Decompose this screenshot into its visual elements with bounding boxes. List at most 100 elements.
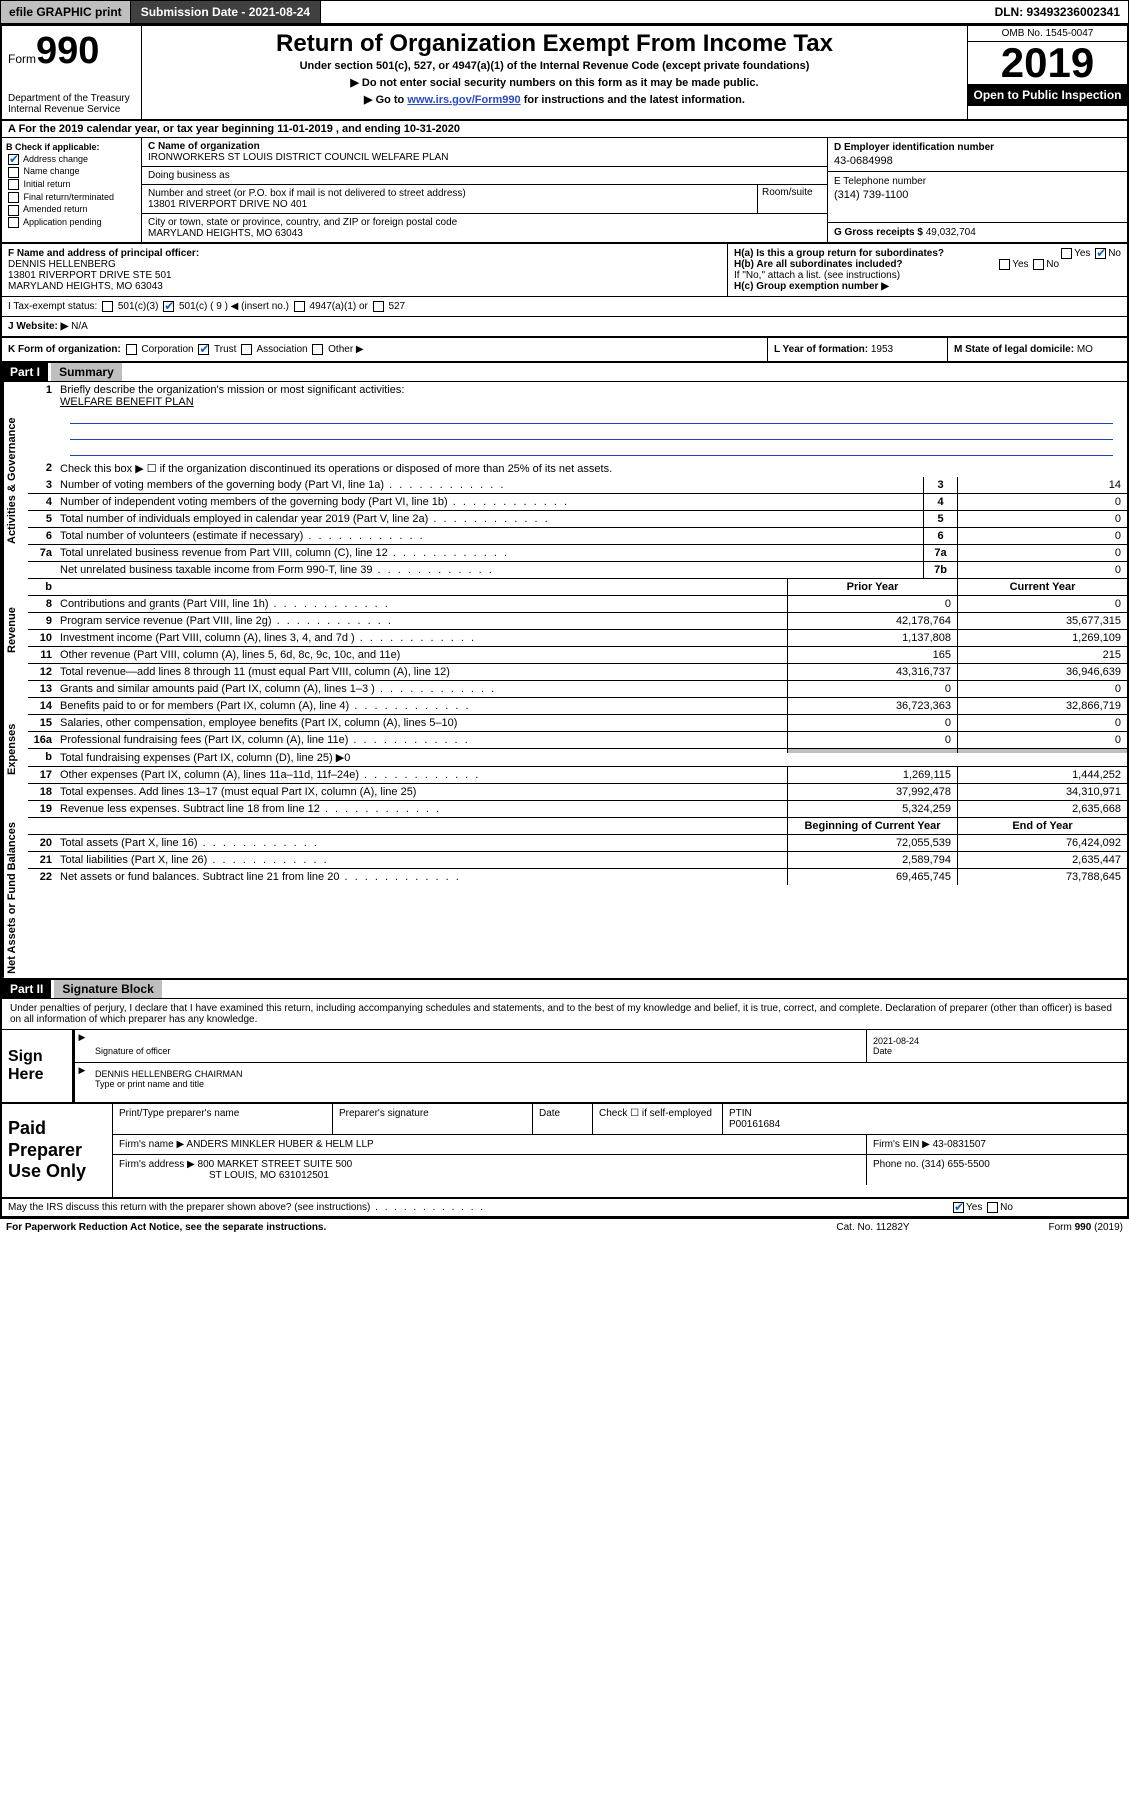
phone: (314) 739-1100: [834, 189, 1121, 201]
subtitle-1: Under section 501(c), 527, or 4947(a)(1)…: [152, 60, 957, 72]
l2-text: Check this box ▶ ☐ if the organization d…: [56, 460, 1127, 477]
i-4947[interactable]: 4947(a)(1) or: [310, 301, 368, 312]
line-a: A For the 2019 calendar year, or tax yea…: [2, 121, 1127, 138]
footer-cat: Cat. No. 11282Y: [783, 1222, 963, 1233]
l11-cy: 215: [957, 647, 1127, 663]
l13-py: 0: [787, 681, 957, 697]
ha-yes[interactable]: Yes: [1074, 248, 1090, 259]
row-m: M State of legal domicile: MO: [947, 338, 1127, 361]
footer-form: Form 990 (2019): [963, 1222, 1123, 1233]
form990-link[interactable]: www.irs.gov/Form990: [407, 94, 520, 106]
website: N/A: [71, 321, 88, 332]
officer-addr1: 13801 RIVERPORT DRIVE STE 501: [8, 270, 172, 281]
arrow-icon: ▶: [75, 1063, 89, 1095]
hb-no[interactable]: No: [1046, 259, 1059, 270]
arrow-icon: ▶: [75, 1030, 89, 1062]
ha-no[interactable]: No: [1108, 248, 1121, 259]
org-name: IRONWORKERS ST LOUIS DISTRICT COUNCIL WE…: [148, 152, 448, 163]
tab-netassets: Net Assets or Fund Balances: [2, 818, 28, 978]
room-suite-label: Room/suite: [757, 185, 827, 213]
dln: DLN: 93493236002341: [987, 1, 1128, 23]
hb-yes[interactable]: Yes: [1012, 259, 1028, 270]
firm-name: ANDERS MINKLER HUBER & HELM LLP: [186, 1139, 373, 1150]
l20-text: Total assets (Part X, line 16): [56, 835, 787, 851]
block-b-to-g: B Check if applicable: Address change Na…: [2, 138, 1127, 244]
chk-amended[interactable]: Amended return: [6, 204, 137, 216]
i-501c3[interactable]: 501(c)(3): [118, 301, 159, 312]
l16a-py: 0: [787, 732, 957, 748]
sign-here-label: Sign Here: [2, 1030, 72, 1102]
paid-preparer-row: Paid Preparer Use Only Print/Type prepar…: [2, 1104, 1127, 1199]
l8-py: 0: [787, 596, 957, 612]
form-title: Return of Organization Exempt From Incom…: [152, 30, 957, 58]
form-number: 990: [36, 30, 99, 72]
l7b-text: Net unrelated business taxable income fr…: [56, 562, 923, 578]
part2-hdr: Part II: [2, 980, 51, 998]
header-left: Form990 Department of the Treasury Inter…: [2, 26, 142, 119]
i-501c[interactable]: 501(c) ( 9 ) ◀ (insert no.): [179, 301, 289, 312]
l16a-cy: 0: [957, 732, 1127, 748]
row-l: L Year of formation: 1953: [767, 338, 947, 361]
dept-treasury: Department of the Treasury: [8, 93, 135, 104]
discuss-no[interactable]: No: [1000, 1202, 1013, 1213]
sig-name-label: Type or print name and title: [95, 1079, 204, 1089]
hb-note: If "No," attach a list. (see instruction…: [734, 270, 1121, 281]
discuss-yes[interactable]: Yes: [966, 1202, 982, 1213]
l4-text: Number of independent voting members of …: [56, 494, 923, 510]
l11-py: 165: [787, 647, 957, 663]
tax-year: 2019: [968, 42, 1127, 84]
firm-phone-label: Phone no.: [873, 1159, 919, 1170]
l15-py: 0: [787, 715, 957, 731]
header-right: OMB No. 1545-0047 2019 Open to Public In…: [967, 26, 1127, 119]
box-b-label: B Check if applicable:: [6, 142, 137, 154]
hdr-eoy: End of Year: [957, 818, 1127, 834]
box-f-label: F Name and address of principal officer:: [8, 248, 199, 259]
l9-text: Program service revenue (Part VIII, line…: [56, 613, 787, 629]
chk-address[interactable]: Address change: [6, 154, 137, 166]
subtitle-3: ▶ Go to www.irs.gov/Form990 for instruct…: [152, 93, 957, 106]
l20-py: 72,055,539: [787, 835, 957, 851]
l5-val: 0: [957, 511, 1127, 527]
pp-check-label[interactable]: Check ☐ if self-employed: [593, 1104, 723, 1134]
l3-text: Number of voting members of the governin…: [56, 477, 923, 493]
l19-text: Revenue less expenses. Subtract line 18 …: [56, 801, 787, 817]
firm-phone: (314) 655-5500: [921, 1159, 989, 1170]
l17-text: Other expenses (Part IX, column (A), lin…: [56, 767, 787, 783]
row-i: I Tax-exempt status: 501(c)(3) 501(c) ( …: [2, 297, 1127, 317]
i-527[interactable]: 527: [388, 301, 405, 312]
box-deg: D Employer identification number 43-0684…: [827, 138, 1127, 242]
tab-expenses: Expenses: [2, 681, 28, 818]
row-klm: K Form of organization: Corporation Trus…: [2, 338, 1127, 363]
chk-name-label: Name change: [24, 166, 80, 176]
l11-text: Other revenue (Part VIII, column (A), li…: [56, 647, 787, 663]
chk-final[interactable]: Final return/terminated: [6, 192, 137, 204]
box-c-label: C Name of organization: [148, 141, 260, 152]
form-label: Form: [8, 52, 36, 66]
chk-initial-label: Initial return: [24, 179, 71, 189]
officer-name: DENNIS HELLENBERG: [8, 259, 116, 270]
row-m-label: M State of legal domicile:: [954, 344, 1074, 355]
l7b-val: 0: [957, 562, 1127, 578]
k-assoc[interactable]: Association: [256, 344, 307, 355]
hb-label: H(b) Are all subordinates included?: [734, 259, 903, 270]
l22-text: Net assets or fund balances. Subtract li…: [56, 869, 787, 885]
p1-governance: Activities & Governance 1 Briefly descri…: [2, 382, 1127, 579]
open-inspection: Open to Public Inspection: [968, 84, 1127, 106]
k-other[interactable]: Other ▶: [328, 344, 363, 355]
efile-btn[interactable]: efile GRAPHIC print: [1, 1, 131, 23]
l19-py: 5,324,259: [787, 801, 957, 817]
chk-name[interactable]: Name change: [6, 166, 137, 178]
l15-cy: 0: [957, 715, 1127, 731]
l22-cy: 73,788,645: [957, 869, 1127, 885]
k-trust[interactable]: Trust: [214, 344, 236, 355]
k-corp[interactable]: Corporation: [141, 344, 193, 355]
hdr-prior-year: Prior Year: [787, 579, 957, 595]
part2-block: Under penalties of perjury, I declare th…: [2, 999, 1127, 1217]
chk-app[interactable]: Application pending: [6, 217, 137, 229]
chk-initial[interactable]: Initial return: [6, 179, 137, 191]
firm-addr1: 800 MARKET STREET SUITE 500: [198, 1159, 353, 1170]
state-domicile: MO: [1077, 344, 1093, 355]
subtitle-2: ▶ Do not enter social security numbers o…: [152, 76, 957, 89]
pp-name-label: Print/Type preparer's name: [113, 1104, 333, 1134]
l5-text: Total number of individuals employed in …: [56, 511, 923, 527]
